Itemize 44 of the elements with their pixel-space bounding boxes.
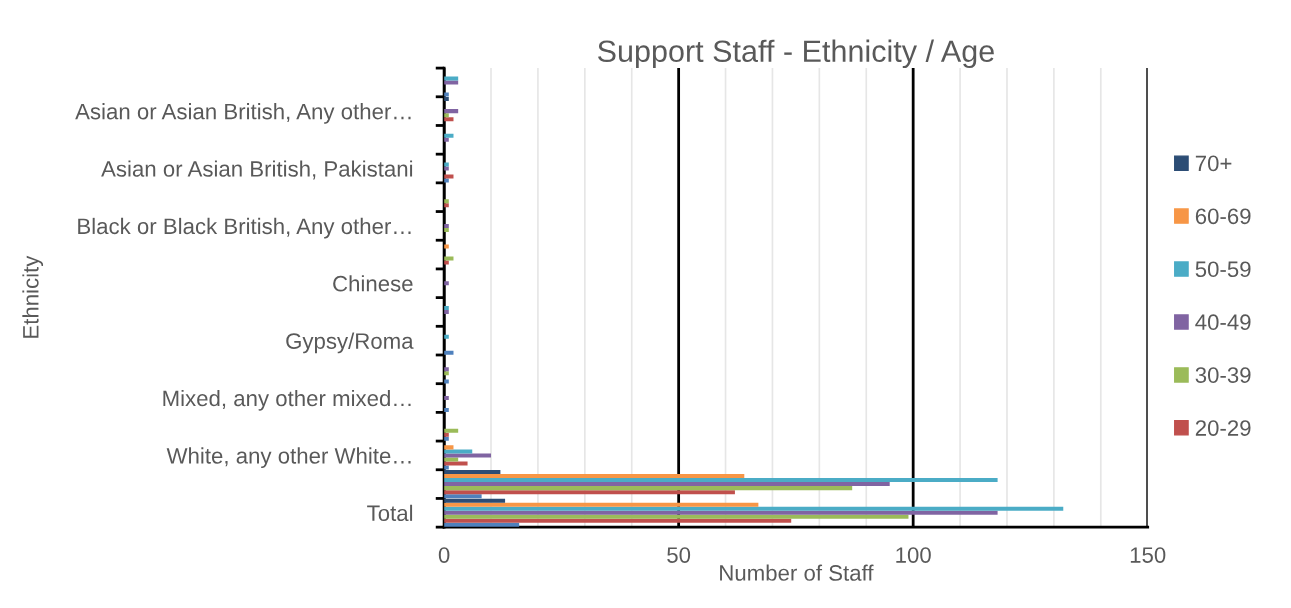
bar [444, 109, 459, 114]
bar [444, 428, 459, 433]
legend-label: 70+ [1195, 155, 1232, 172]
x-tick-label: 0 [438, 547, 450, 563]
bar [444, 478, 998, 483]
y-tick-label: White, any other White… [166, 447, 411, 469]
y-tick-label: Gypsy/Roma [286, 332, 414, 354]
y-tick-label: Mixed, any other mixed… [163, 389, 411, 411]
x-tick-label: 50 [667, 547, 691, 563]
y-tick-label: Asian or Asian British, Pakistani [101, 160, 413, 180]
bar [444, 506, 1064, 511]
bar [444, 510, 998, 515]
bar [444, 482, 890, 487]
bar [444, 449, 473, 454]
legend-label: 50-59 [1195, 261, 1251, 278]
bar [444, 486, 853, 491]
y-tick-label: Black or Black British, Any other… [78, 217, 411, 239]
y-tick-label: Asian or Asian British, Any other… [75, 103, 411, 124]
bar [444, 162, 449, 167]
bar [444, 76, 459, 81]
x-tick-label: 150 [1130, 547, 1166, 563]
y-tick-label: Total [367, 504, 413, 522]
bar [444, 518, 792, 523]
bar [444, 490, 735, 495]
bar [444, 457, 459, 462]
legend-label: 30-39 [1195, 367, 1251, 383]
legend-label: 60-69 [1195, 208, 1251, 225]
bar [444, 470, 501, 475]
legend-label: 20-29 [1195, 420, 1251, 436]
bar [444, 502, 759, 507]
bar [444, 522, 520, 527]
bar [444, 453, 492, 458]
x-tick-label: 100 [896, 547, 931, 563]
bar [444, 514, 909, 519]
x-axis-title: Number of Staff [720, 564, 874, 581]
bar [444, 494, 482, 499]
bar [444, 498, 506, 503]
y-tick-label: Chinese [333, 275, 413, 292]
bar [444, 461, 468, 466]
bar [444, 80, 459, 85]
chart-title: Support Staff - Ethnicity / Age [598, 39, 994, 69]
bar [444, 474, 745, 479]
y-axis-title: Ethnicity [22, 255, 44, 338]
legend-label: 40-49 [1195, 314, 1251, 331]
